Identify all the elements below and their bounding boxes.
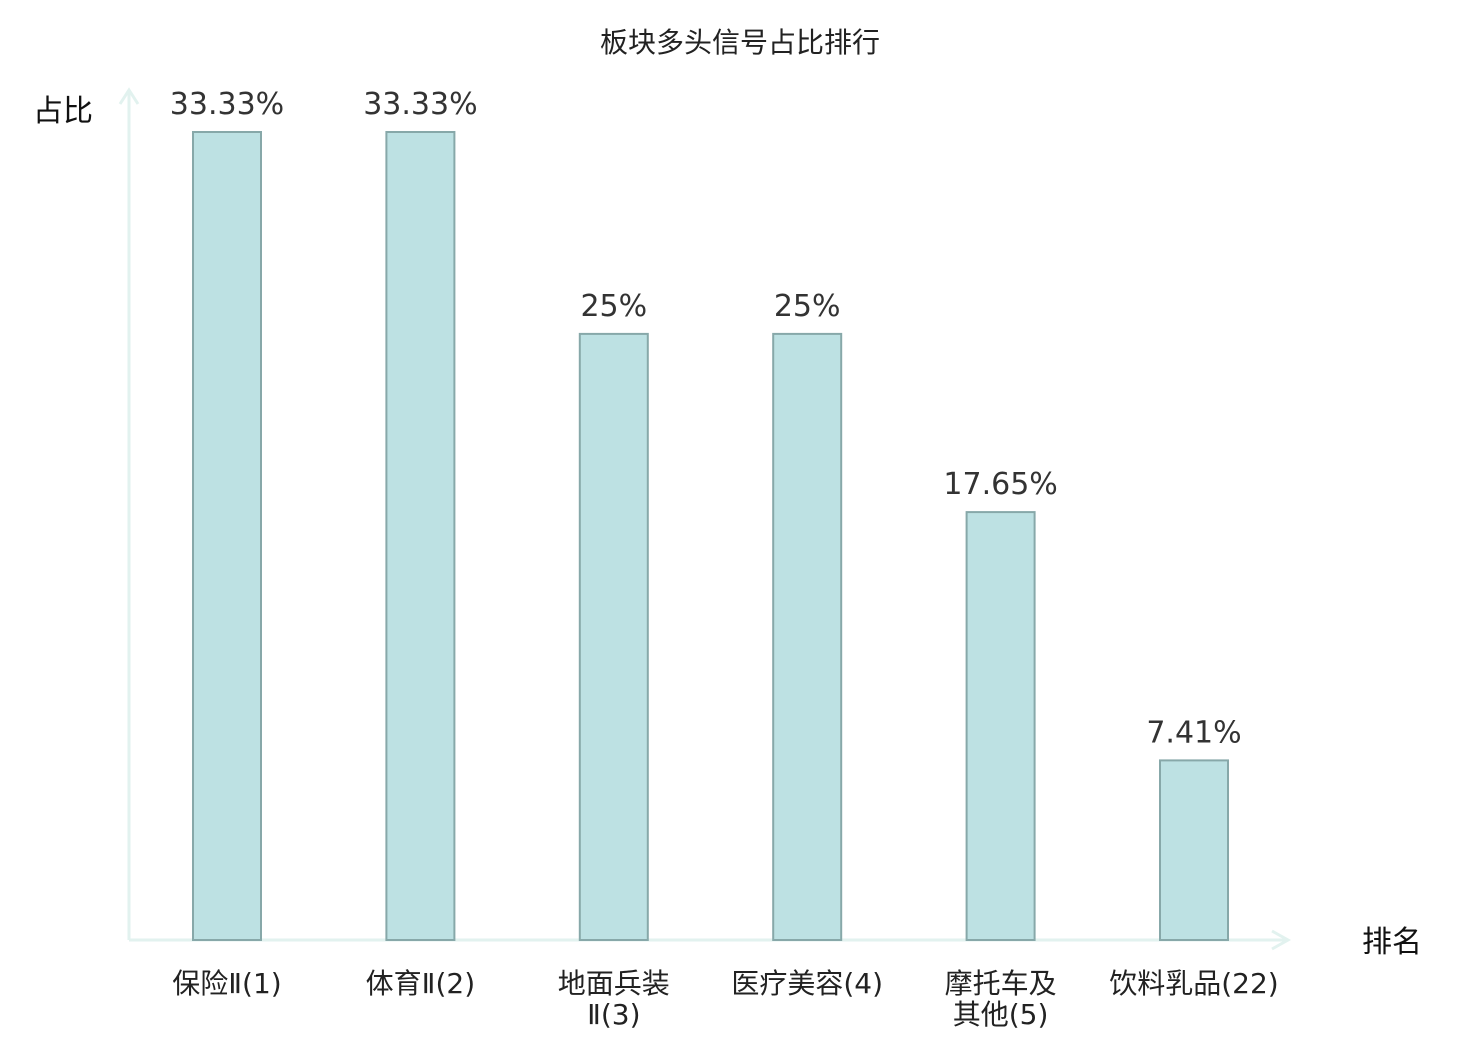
value-label-6: 7.41% <box>1146 715 1241 750</box>
bar-5 <box>965 511 1036 941</box>
x-tick-label-line: 摩托车及 <box>945 967 1057 1000</box>
axes <box>118 87 1292 951</box>
x-tick-label-2: 体育Ⅱ(2) <box>366 967 475 1000</box>
x-tick-label-line: 饮料乳品(22) <box>1109 967 1278 1000</box>
bar-2 <box>385 131 456 941</box>
x-tick-label-line: 其他(5) <box>953 998 1049 1031</box>
x-tick-label-5: 摩托车及其他(5) <box>945 967 1057 1031</box>
value-label-3: 25% <box>580 289 647 324</box>
x-tick-labels-group: 保险Ⅱ(1) 体育Ⅱ(2) 地面兵装 Ⅱ(3) 医疗美容(4) 摩托车及其他(5) 饮料乳品… <box>172 967 1278 1031</box>
value-labels-group: 33.33% 33.33% 25% 25% 17.65% 7.41% <box>170 87 1242 750</box>
value-label-2: 33.33% <box>363 87 477 122</box>
bar-6 <box>1159 759 1229 942</box>
x-tick-label-6: 饮料乳品(22) <box>1109 967 1278 1000</box>
x-axis-arrow-icon <box>1271 929 1292 951</box>
value-label-1: 33.33% <box>170 87 284 122</box>
bar-1 <box>192 131 262 941</box>
x-tick-label-3: 地面兵装 Ⅱ(3) <box>558 967 670 1031</box>
x-tick-label-1: 保险Ⅱ(1) <box>172 967 281 1000</box>
value-label-5: 17.65% <box>943 467 1057 502</box>
x-tick-label-line: 地面兵装 <box>558 967 670 1000</box>
bar-3 <box>578 332 649 941</box>
x-tick-label-line: 保险Ⅱ(1) <box>172 967 281 1000</box>
x-tick-label-line: Ⅱ(3) <box>587 998 640 1031</box>
x-axis-title: 排名 <box>1362 925 1422 960</box>
y-axis-arrow-icon <box>118 87 140 105</box>
value-label-4: 25% <box>774 289 841 324</box>
x-tick-label-4: 医疗美容(4) <box>731 967 883 1000</box>
y-axis-title: 占比 <box>33 94 93 129</box>
x-tick-label-line: 体育Ⅱ(2) <box>366 967 475 1000</box>
x-tick-label-line: 医疗美容(4) <box>731 967 883 1000</box>
bars-group <box>192 131 1229 942</box>
bar-4 <box>772 332 843 941</box>
chart-title: 板块多头信号占比排行 <box>600 26 880 59</box>
